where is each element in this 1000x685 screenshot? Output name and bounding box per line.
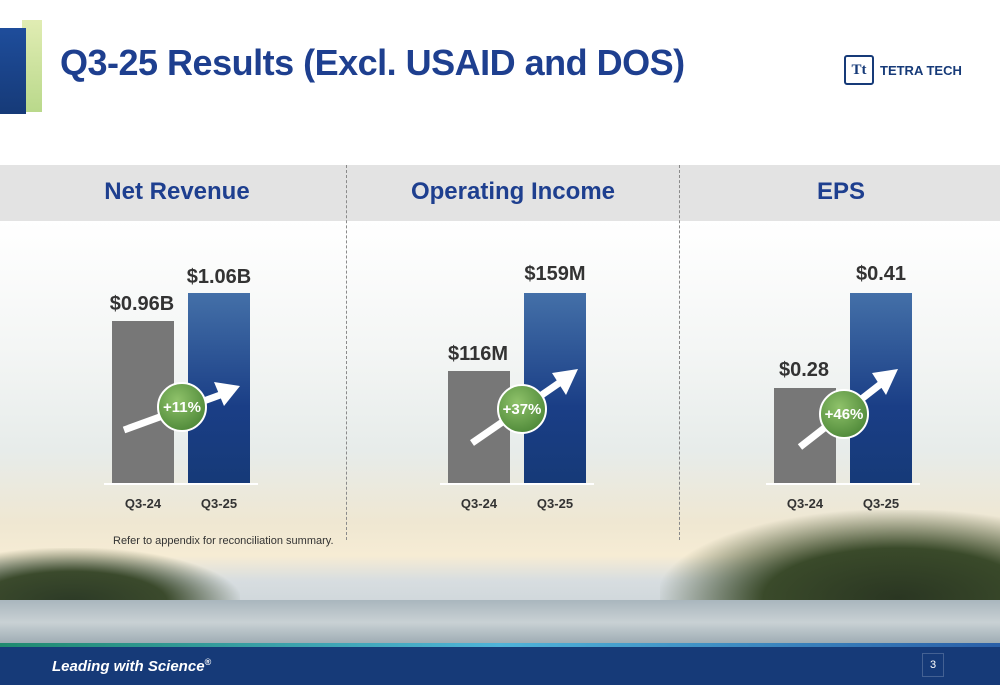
section-header-band [0,165,1000,221]
logo-mark-icon: Tt [844,55,874,85]
trademark-symbol: ® [204,657,212,667]
panel-eps: $0.28 $0.41 Q3-24 Q3-25 +46% [662,221,992,521]
axis-label-prior: Q3-24 [124,496,162,511]
baseline [440,483,594,485]
baseline [766,483,920,485]
tree-line-left [0,548,240,608]
growth-badge: +11% [157,382,207,432]
axis-label-prior: Q3-24 [460,496,498,511]
growth-badge: +46% [819,389,869,439]
axis-label-current: Q3-25 [200,496,238,511]
panel-net-revenue: $0.96B $1.06B Q3-24 Q3-25 +11% [0,221,330,521]
axis-label-current: Q3-25 [536,496,574,511]
panel-divider [346,165,347,540]
baseline [104,483,258,485]
accent-green-bar [22,20,42,112]
panel-divider [679,165,680,540]
panel-operating-income: $116M $159M Q3-24 Q3-25 +37% [336,221,666,521]
footer-stripe [0,643,1000,647]
value-label-prior: $116M [447,343,509,365]
footer-tagline: Leading with Science® [52,657,211,675]
axis-label-prior: Q3-24 [786,496,824,511]
panel-title-operating-income: Operating Income [410,178,616,205]
value-label-current: $159M [524,263,586,285]
panel-title-eps: EPS [816,178,866,205]
value-label-prior: $0.28 [778,359,830,381]
tetra-tech-logo: Tt TETRA TECH [844,55,962,85]
value-label-current: $0.41 [855,263,907,285]
logo-text: TETRA TECH [880,62,962,78]
panel-title-net-revenue: Net Revenue [104,178,250,205]
accent-blue-bar [0,28,26,114]
axis-label-current: Q3-25 [862,496,900,511]
tagline-text: Leading with Science [52,658,205,675]
growth-badge: +37% [497,384,547,434]
lake-water [0,600,1000,645]
value-label-prior: $0.96B [109,293,175,315]
footer-bar: Leading with Science® 3 [0,647,1000,685]
value-label-current: $1.06B [186,266,252,288]
footnote: Refer to appendix for reconciliation sum… [113,535,334,547]
page-number: 3 [922,653,944,677]
page-title: Q3-25 Results (Excl. USAID and DOS) [60,42,685,83]
